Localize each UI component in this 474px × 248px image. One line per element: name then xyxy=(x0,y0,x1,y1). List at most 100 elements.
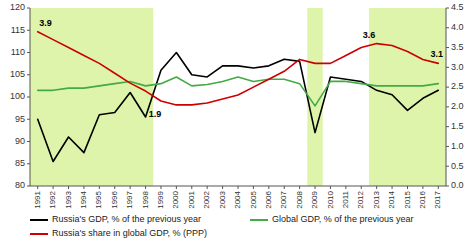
x-tick xyxy=(83,186,84,189)
x-tick xyxy=(145,186,146,189)
x-tick xyxy=(37,186,38,189)
y2-tick xyxy=(446,67,449,68)
series-line xyxy=(38,53,439,162)
y2-tick xyxy=(446,87,449,88)
y-tick xyxy=(27,74,30,75)
x-tick-label: 2000 xyxy=(171,190,180,208)
x-tick xyxy=(422,186,423,189)
x-tick xyxy=(238,186,239,189)
y-tick xyxy=(27,141,30,142)
y-tick xyxy=(27,52,30,53)
x-tick xyxy=(330,186,331,189)
annotation: 1.9 xyxy=(149,109,162,119)
x-tick xyxy=(299,186,300,189)
legend-swatch xyxy=(250,219,268,221)
annotation: 3.1 xyxy=(431,49,444,59)
x-tick-label: 2004 xyxy=(233,190,242,208)
y-tick xyxy=(27,8,30,9)
plot-area xyxy=(30,8,446,186)
x-tick xyxy=(68,186,69,189)
x-tick-label: 1998 xyxy=(141,190,150,208)
x-tick xyxy=(361,186,362,189)
y-tick-label: 110 xyxy=(11,47,25,57)
annotation: 3.6 xyxy=(363,30,376,40)
x-tick-label: 2014 xyxy=(387,190,396,208)
y2-tick-label: 0.5 xyxy=(451,161,464,171)
x-tick-label: 2011 xyxy=(341,190,350,208)
y-tick-label: 80 xyxy=(15,180,25,190)
y2-tick xyxy=(446,166,449,167)
x-tick-label: 1996 xyxy=(110,190,119,208)
legend: Russia's GDP, % of the previous yearGlob… xyxy=(30,214,413,238)
x-tick xyxy=(253,186,254,189)
series-line xyxy=(38,32,439,105)
x-tick xyxy=(268,186,269,189)
y-tick-label: 85 xyxy=(15,158,25,168)
legend-label: Russia's GDP, % of the previous year xyxy=(52,214,201,224)
x-tick-label: 2001 xyxy=(187,190,196,208)
y2-tick xyxy=(446,186,449,187)
x-tick xyxy=(345,186,346,189)
x-tick xyxy=(99,186,100,189)
y2-tick-label: 2.0 xyxy=(451,101,464,111)
y2-tick xyxy=(446,146,449,147)
y2-tick xyxy=(446,8,449,9)
y2-tick xyxy=(446,126,449,127)
y2-tick xyxy=(446,27,449,28)
x-tick xyxy=(207,186,208,189)
y-tick-label: 105 xyxy=(10,69,25,79)
x-tick-label: 2008 xyxy=(295,190,304,208)
x-tick xyxy=(392,186,393,189)
y-tick xyxy=(27,119,30,120)
x-tick-label: 2010 xyxy=(326,190,335,208)
x-tick-label: 2012 xyxy=(356,190,365,208)
x-tick xyxy=(191,186,192,189)
x-tick xyxy=(114,186,115,189)
y2-tick xyxy=(446,47,449,48)
y2-tick xyxy=(446,106,449,107)
x-tick-label: 1991 xyxy=(33,190,42,208)
y2-tick-label: 3.5 xyxy=(451,42,464,52)
x-tick-label: 2007 xyxy=(279,190,288,208)
y-tick-label: 90 xyxy=(15,136,25,146)
x-tick xyxy=(438,186,439,189)
y-tick-label: 100 xyxy=(10,91,25,101)
y-tick xyxy=(27,163,30,164)
x-tick-label: 1994 xyxy=(79,190,88,208)
x-tick xyxy=(284,186,285,189)
legend-swatch xyxy=(30,219,48,221)
y2-tick-label: 3.0 xyxy=(451,62,464,72)
y-tick-label: 95 xyxy=(15,114,25,124)
y2-tick-label: 4.5 xyxy=(451,2,464,12)
x-tick xyxy=(160,186,161,189)
x-tick-label: 1995 xyxy=(94,190,103,208)
x-tick xyxy=(130,186,131,189)
shaded-span xyxy=(30,8,153,186)
x-tick-label: 1992 xyxy=(48,190,57,208)
x-tick-label: 2016 xyxy=(418,190,427,208)
y2-axis-line xyxy=(446,8,447,186)
y2-tick-label: 1.0 xyxy=(451,141,464,151)
x-tick xyxy=(53,186,54,189)
x-tick-label: 2013 xyxy=(372,190,381,208)
y-tick-label: 115 xyxy=(11,25,25,35)
x-tick xyxy=(176,186,177,189)
y2-tick-label: 2.5 xyxy=(451,81,464,91)
legend-label: Russia's share in global GDP, % (PPP) xyxy=(52,228,207,238)
y-tick xyxy=(27,186,30,187)
annotation: 3.9 xyxy=(39,18,52,28)
y2-tick-label: 1.5 xyxy=(451,121,464,131)
x-tick xyxy=(315,186,316,189)
x-tick-label: 1997 xyxy=(125,190,134,208)
chart: 808590951001051101151200.00.51.01.52.02.… xyxy=(0,0,474,248)
series-line xyxy=(38,77,439,106)
x-tick-label: 2003 xyxy=(218,190,227,208)
y2-tick-label: 4.0 xyxy=(451,22,464,32)
x-tick xyxy=(407,186,408,189)
x-tick-label: 1999 xyxy=(156,190,165,208)
y-tick xyxy=(27,97,30,98)
x-tick xyxy=(222,186,223,189)
legend-swatch xyxy=(30,233,48,235)
x-tick-label: 2017 xyxy=(433,190,442,208)
axes: 808590951001051101151200.00.51.01.52.02.… xyxy=(10,2,464,208)
